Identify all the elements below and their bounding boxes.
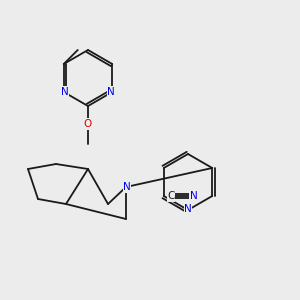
Text: C: C <box>167 191 174 201</box>
Text: N: N <box>190 191 198 201</box>
Text: N: N <box>107 87 115 97</box>
Text: N: N <box>123 182 131 192</box>
Text: N: N <box>184 204 192 214</box>
Text: N: N <box>61 87 69 97</box>
Text: O: O <box>84 119 92 129</box>
